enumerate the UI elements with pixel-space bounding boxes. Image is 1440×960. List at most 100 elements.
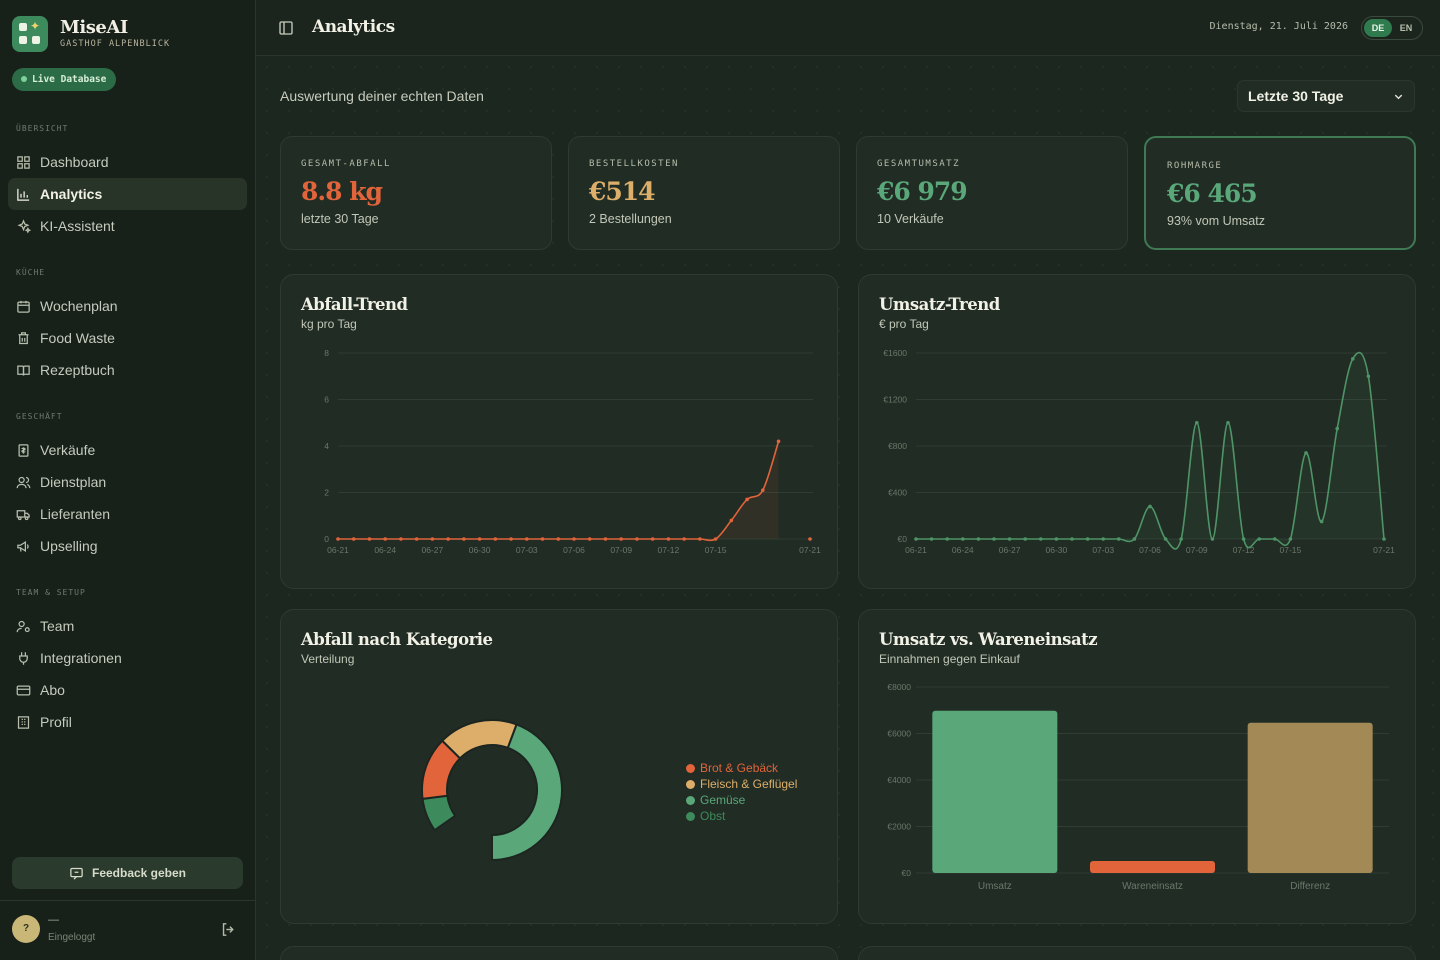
sidebar-item-lieferanten[interactable]: Lieferanten xyxy=(8,498,247,530)
data-point[interactable] xyxy=(540,537,545,541)
data-point[interactable] xyxy=(1273,537,1277,541)
data-point[interactable] xyxy=(619,537,623,541)
pie-slice-obst[interactable] xyxy=(421,794,457,832)
lang-en[interactable]: EN xyxy=(1399,23,1413,33)
sidebar-item-food-waste[interactable]: Food Waste xyxy=(8,322,247,354)
logout-icon[interactable] xyxy=(220,921,237,938)
card-subtitle: kg pro Tag xyxy=(301,317,357,331)
data-point[interactable] xyxy=(414,537,419,541)
data-point[interactable] xyxy=(556,537,561,541)
data-point[interactable] xyxy=(493,537,498,541)
data-point[interactable] xyxy=(1195,420,1199,425)
data-point[interactable] xyxy=(572,537,576,541)
data-point[interactable] xyxy=(992,537,996,541)
data-point[interactable] xyxy=(383,537,387,541)
sidebar-item-dienstplan[interactable]: Dienstplan xyxy=(8,466,247,498)
bar-umsatz[interactable] xyxy=(932,710,1058,873)
data-point[interactable] xyxy=(945,537,949,541)
feedback-label: Feedback geben xyxy=(91,866,187,880)
data-point[interactable] xyxy=(509,537,513,541)
sidebar-item-dashboard[interactable]: Dashboard xyxy=(8,146,247,178)
y-tick-label: €1200 xyxy=(883,395,907,405)
data-point[interactable] xyxy=(929,537,934,541)
sidebar-item-wochenplan[interactable]: Wochenplan xyxy=(8,290,247,322)
sidebar-item-upselling[interactable]: Upselling xyxy=(8,530,247,562)
kpi-value: €6 979 xyxy=(877,177,968,206)
data-point[interactable] xyxy=(525,537,529,541)
data-point[interactable] xyxy=(603,537,608,541)
data-point[interactable] xyxy=(808,537,812,541)
data-point[interactable] xyxy=(462,537,466,541)
sidebar-item-profil[interactable]: Profil xyxy=(8,706,247,738)
data-point[interactable] xyxy=(1163,537,1168,541)
data-point[interactable] xyxy=(650,537,655,541)
data-point[interactable] xyxy=(745,497,749,502)
sidebar-item-integrationen[interactable]: Integrationen xyxy=(8,642,247,674)
data-point[interactable] xyxy=(351,537,356,541)
language-switch[interactable]: DE EN xyxy=(1361,16,1423,40)
data-point[interactable] xyxy=(1226,420,1230,425)
data-point[interactable] xyxy=(399,537,403,541)
data-point[interactable] xyxy=(976,537,981,541)
sidebar-item-team[interactable]: Team xyxy=(8,610,247,642)
data-point[interactable] xyxy=(587,537,592,541)
bar-differenz[interactable] xyxy=(1247,722,1373,873)
data-point[interactable] xyxy=(1319,519,1324,524)
message-icon xyxy=(70,867,83,880)
sidebar-item-label: Dashboard xyxy=(40,154,109,170)
logo[interactable]: ✦ xyxy=(12,16,48,52)
data-point[interactable] xyxy=(1304,451,1308,455)
data-point[interactable] xyxy=(698,537,702,541)
sidebar-item-abo[interactable]: Abo xyxy=(8,674,247,706)
data-point[interactable] xyxy=(367,537,372,541)
sidebar-toggle-icon[interactable] xyxy=(278,20,294,36)
data-point[interactable] xyxy=(1039,537,1043,541)
data-point[interactable] xyxy=(1288,537,1293,541)
avatar[interactable]: ? xyxy=(12,915,40,943)
sidebar-item-rezeptbuch[interactable]: Rezeptbuch xyxy=(8,354,247,386)
data-point[interactable] xyxy=(1148,504,1152,509)
data-point[interactable] xyxy=(1070,537,1074,541)
data-point[interactable] xyxy=(1101,537,1105,541)
feedback-button[interactable]: Feedback geben xyxy=(12,857,243,889)
data-point[interactable] xyxy=(729,518,734,523)
data-point[interactable] xyxy=(635,537,639,541)
sidebar-item-ki-assistent[interactable]: KI-Assistent xyxy=(8,210,247,242)
data-point[interactable] xyxy=(430,537,435,541)
data-point[interactable] xyxy=(1210,537,1215,541)
data-point[interactable] xyxy=(477,537,482,541)
period-select[interactable]: Letzte 30 Tage xyxy=(1237,80,1415,112)
data-point[interactable] xyxy=(336,537,340,541)
data-point[interactable] xyxy=(1054,537,1059,541)
data-point[interactable] xyxy=(1132,537,1137,541)
data-point[interactable] xyxy=(682,537,686,541)
data-point[interactable] xyxy=(961,537,965,541)
pie-slice-gem-se[interactable] xyxy=(491,723,563,862)
data-point[interactable] xyxy=(1007,537,1012,541)
y-tick-label: €6000 xyxy=(887,729,911,739)
data-point[interactable] xyxy=(713,537,718,541)
legend-label: Obst xyxy=(700,809,726,823)
data-point[interactable] xyxy=(1257,537,1261,541)
data-point[interactable] xyxy=(446,537,450,541)
data-point[interactable] xyxy=(1335,426,1339,431)
data-point[interactable] xyxy=(1179,537,1183,541)
y-tick-label: €1600 xyxy=(883,348,907,358)
data-point[interactable] xyxy=(1085,537,1090,541)
data-point[interactable] xyxy=(1023,537,1027,541)
data-point[interactable] xyxy=(1117,537,1121,541)
data-point[interactable] xyxy=(776,439,781,444)
data-point[interactable] xyxy=(666,537,671,541)
sidebar-item-analytics[interactable]: Analytics xyxy=(8,178,247,210)
bar-wareneinsatz[interactable] xyxy=(1090,861,1215,873)
data-point[interactable] xyxy=(1366,374,1371,379)
data-point[interactable] xyxy=(914,537,918,541)
data-point[interactable] xyxy=(1241,537,1246,541)
sidebar-item-verk-ufe[interactable]: Verkäufe xyxy=(8,434,247,466)
data-point[interactable] xyxy=(1351,357,1355,361)
lang-de[interactable]: DE xyxy=(1364,19,1392,37)
data-point[interactable] xyxy=(761,488,765,492)
nav-section-label: GESCHÄFT xyxy=(16,412,63,421)
data-point[interactable] xyxy=(1382,537,1386,541)
pie-slice-fleisch-gefl-gel[interactable] xyxy=(440,719,518,760)
